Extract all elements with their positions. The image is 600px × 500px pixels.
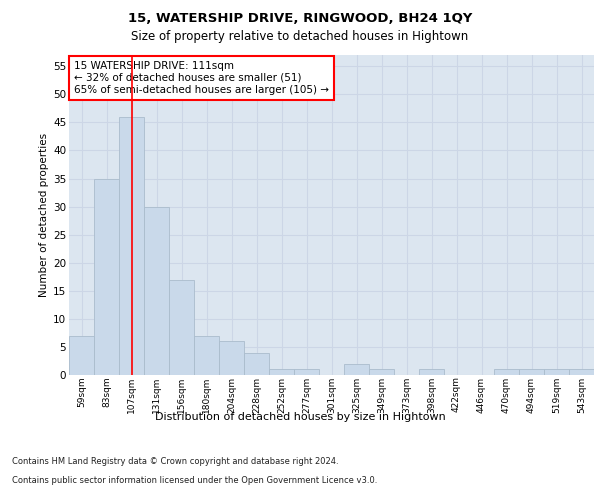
Text: Contains public sector information licensed under the Open Government Licence v3: Contains public sector information licen… xyxy=(12,476,377,485)
Bar xyxy=(544,370,569,375)
Text: 15 WATERSHIP DRIVE: 111sqm
← 32% of detached houses are smaller (51)
65% of semi: 15 WATERSHIP DRIVE: 111sqm ← 32% of deta… xyxy=(74,62,329,94)
Bar xyxy=(269,370,294,375)
Text: Distribution of detached houses by size in Hightown: Distribution of detached houses by size … xyxy=(155,412,445,422)
Bar xyxy=(244,352,269,375)
Text: 15, WATERSHIP DRIVE, RINGWOOD, BH24 1QY: 15, WATERSHIP DRIVE, RINGWOOD, BH24 1QY xyxy=(128,12,472,26)
Bar xyxy=(494,370,519,375)
Bar xyxy=(519,370,544,375)
Bar xyxy=(219,342,244,375)
Text: Contains HM Land Registry data © Crown copyright and database right 2024.: Contains HM Land Registry data © Crown c… xyxy=(12,458,338,466)
Y-axis label: Number of detached properties: Number of detached properties xyxy=(39,133,49,297)
Bar xyxy=(169,280,194,375)
Bar xyxy=(94,178,119,375)
Bar xyxy=(194,336,219,375)
Bar xyxy=(569,370,594,375)
Bar xyxy=(344,364,369,375)
Bar xyxy=(119,117,144,375)
Bar xyxy=(294,370,319,375)
Text: Size of property relative to detached houses in Hightown: Size of property relative to detached ho… xyxy=(131,30,469,43)
Bar xyxy=(369,370,394,375)
Bar xyxy=(69,336,94,375)
Bar xyxy=(419,370,444,375)
Bar xyxy=(144,206,169,375)
